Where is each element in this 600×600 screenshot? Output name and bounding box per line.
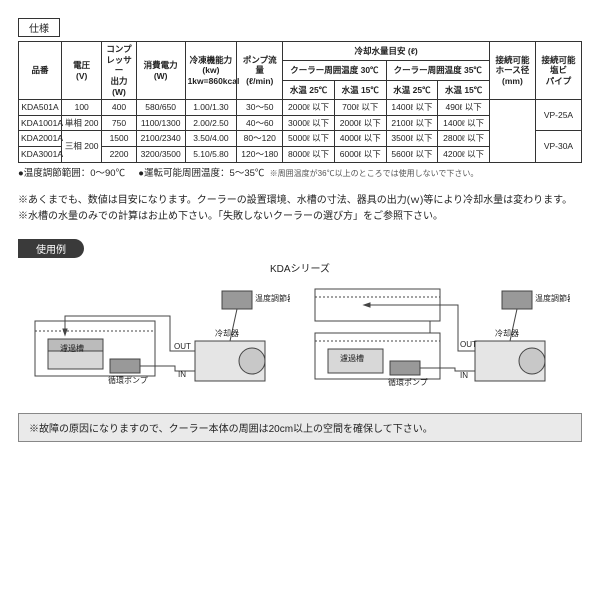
- cell: 80～120: [237, 131, 283, 147]
- lbl-chiller: 冷却器: [215, 328, 239, 338]
- cell-pipe: VP-25A: [535, 100, 581, 131]
- th-pipe: 接続可能塩ビパイプ: [535, 42, 581, 100]
- cell-pipe: VP-30A: [535, 131, 581, 162]
- th-wt25b: 水温 25℃: [386, 80, 438, 99]
- lbl-pump2: 循環ポンプ: [388, 377, 428, 387]
- lbl-in: IN: [178, 370, 186, 379]
- cell: 120～180: [237, 147, 283, 163]
- lbl-chiller2: 冷却器: [495, 328, 519, 338]
- diagram-right: 濾過槽 循環ポンプ 冷却器 温度調節器 OUT IN: [310, 281, 570, 401]
- cell: 100: [62, 100, 102, 116]
- cell: KDA2001A: [19, 131, 62, 147]
- cell: 1400ℓ 以下: [386, 100, 438, 116]
- warning-line-1: ※あくまでも、数値は目安になります。クーラーの設置環境、水槽の寸法、器具の出力(…: [18, 193, 582, 209]
- cell: 3000ℓ 以下: [283, 115, 335, 131]
- lbl-in2: IN: [460, 371, 468, 380]
- cell: 2000ℓ 以下: [283, 100, 335, 116]
- note-ambient: ●運転可能周囲温度：5～35℃: [138, 168, 264, 179]
- th-amb35: クーラー周囲温度 35℃: [386, 61, 489, 80]
- cell: 単相 200: [62, 115, 102, 131]
- lbl-controller2: 温度調節器: [535, 293, 570, 303]
- th-cooling: 冷凍機能力(kw)1kw=860kcal: [185, 42, 237, 100]
- cell: 400: [102, 100, 136, 116]
- th-amb30: クーラー周囲温度 30℃: [283, 61, 386, 80]
- example-label: 使用例: [18, 239, 84, 258]
- cell: 8000ℓ 以下: [283, 147, 335, 163]
- cell: KDA3001A: [19, 147, 62, 163]
- cell: 700ℓ 以下: [334, 100, 386, 116]
- cell: 2100/2340: [136, 131, 185, 147]
- cell: 1100/1300: [136, 115, 185, 131]
- cell: 1400ℓ 以下: [438, 115, 490, 131]
- lbl-out2: OUT: [460, 340, 477, 349]
- spec-table: 品番 電圧(V) コンプレッサー出力(W) 消費電力(W) 冷凍機能力(kw)1…: [18, 41, 582, 163]
- cell: 2200: [102, 147, 136, 163]
- cell: 30～50: [237, 100, 283, 116]
- cell: 3200/3500: [136, 147, 185, 163]
- cell: 1500: [102, 131, 136, 147]
- note-ambient-small: ※周囲温度が36℃以上のところでは使用しないで下さい。: [270, 169, 479, 178]
- cell: 40～60: [237, 115, 283, 131]
- cell: 4200ℓ 以下: [438, 147, 490, 163]
- th-wt15b: 水温 15℃: [438, 80, 490, 99]
- th-product: 品番: [19, 42, 62, 100]
- th-hose: 接続可能ホース径(mm): [489, 42, 535, 100]
- cell: 2800ℓ 以下: [438, 131, 490, 147]
- example-section: 使用例 KDAシリーズ: [18, 225, 582, 401]
- cell: 750: [102, 115, 136, 131]
- cell-hose: [489, 100, 535, 163]
- cell: 5.10/5.80: [185, 147, 237, 163]
- cell: 580/650: [136, 100, 185, 116]
- cell: 5600ℓ 以下: [386, 147, 438, 163]
- cell: 5000ℓ 以下: [283, 131, 335, 147]
- lbl-filter: 濾過槽: [60, 343, 84, 353]
- cell: 3.50/4.00: [185, 131, 237, 147]
- note-temp-range: ●温度調節範囲：0～90℃: [18, 168, 125, 179]
- diagram-row: 濾過槽 循環ポンプ 冷却器 温度調節器 OUT IN: [18, 281, 582, 401]
- cell: 1.00/1.30: [185, 100, 237, 116]
- diagram-left: 濾過槽 循環ポンプ 冷却器 温度調節器 OUT IN: [30, 281, 290, 401]
- lbl-controller: 温度調節器: [255, 293, 290, 303]
- notes-row: ●温度調節範囲：0～90℃ ●運転可能周囲温度：5～35℃ ※周囲温度が36℃以…: [18, 167, 582, 181]
- th-power: 消費電力(W): [136, 42, 185, 100]
- cell: 4000ℓ 以下: [334, 131, 386, 147]
- warning-line-2: ※水槽の水量のみでの計算はお止め下さい。「失敗しないクーラーの選び方」をご参照下…: [18, 209, 582, 225]
- warnings: ※あくまでも、数値は目安になります。クーラーの設置環境、水槽の寸法、器具の出力(…: [18, 193, 582, 225]
- th-wt15a: 水温 15℃: [334, 80, 386, 99]
- cell: 2.00/2.50: [185, 115, 237, 131]
- cell: 2000ℓ 以下: [334, 115, 386, 131]
- th-pump: ポンプ流量(ℓ/min): [237, 42, 283, 100]
- th-wt25a: 水温 25℃: [283, 80, 335, 99]
- table-row: KDA501A 100 400 580/650 1.00/1.30 30～50 …: [19, 100, 582, 116]
- cell: 2100ℓ 以下: [386, 115, 438, 131]
- lbl-filter2: 濾過槽: [340, 353, 364, 363]
- lbl-out: OUT: [174, 342, 191, 351]
- cell: 三相 200: [62, 131, 102, 162]
- series-label: KDAシリーズ: [18, 260, 582, 275]
- th-voltage: 電圧(V): [62, 42, 102, 100]
- spec-section: 仕様 品番 電圧(V) コンプレッサー出力(W) 消費電力(W) 冷凍機能力(k…: [18, 18, 582, 181]
- cell: 6000ℓ 以下: [334, 147, 386, 163]
- cell: KDA1001A: [19, 115, 62, 131]
- cell: 3500ℓ 以下: [386, 131, 438, 147]
- th-compressor: コンプレッサー出力(W): [102, 42, 136, 100]
- th-coolwater: 冷却水量目安 (ℓ): [283, 42, 490, 61]
- footer-warning: ※故障の原因になりますので、クーラー本体の周囲は20cm以上の空間を確保して下さ…: [18, 413, 582, 442]
- spec-title: 仕様: [18, 18, 60, 37]
- cell: KDA501A: [19, 100, 62, 116]
- lbl-pump: 循環ポンプ: [108, 375, 148, 385]
- cell: 490ℓ 以下: [438, 100, 490, 116]
